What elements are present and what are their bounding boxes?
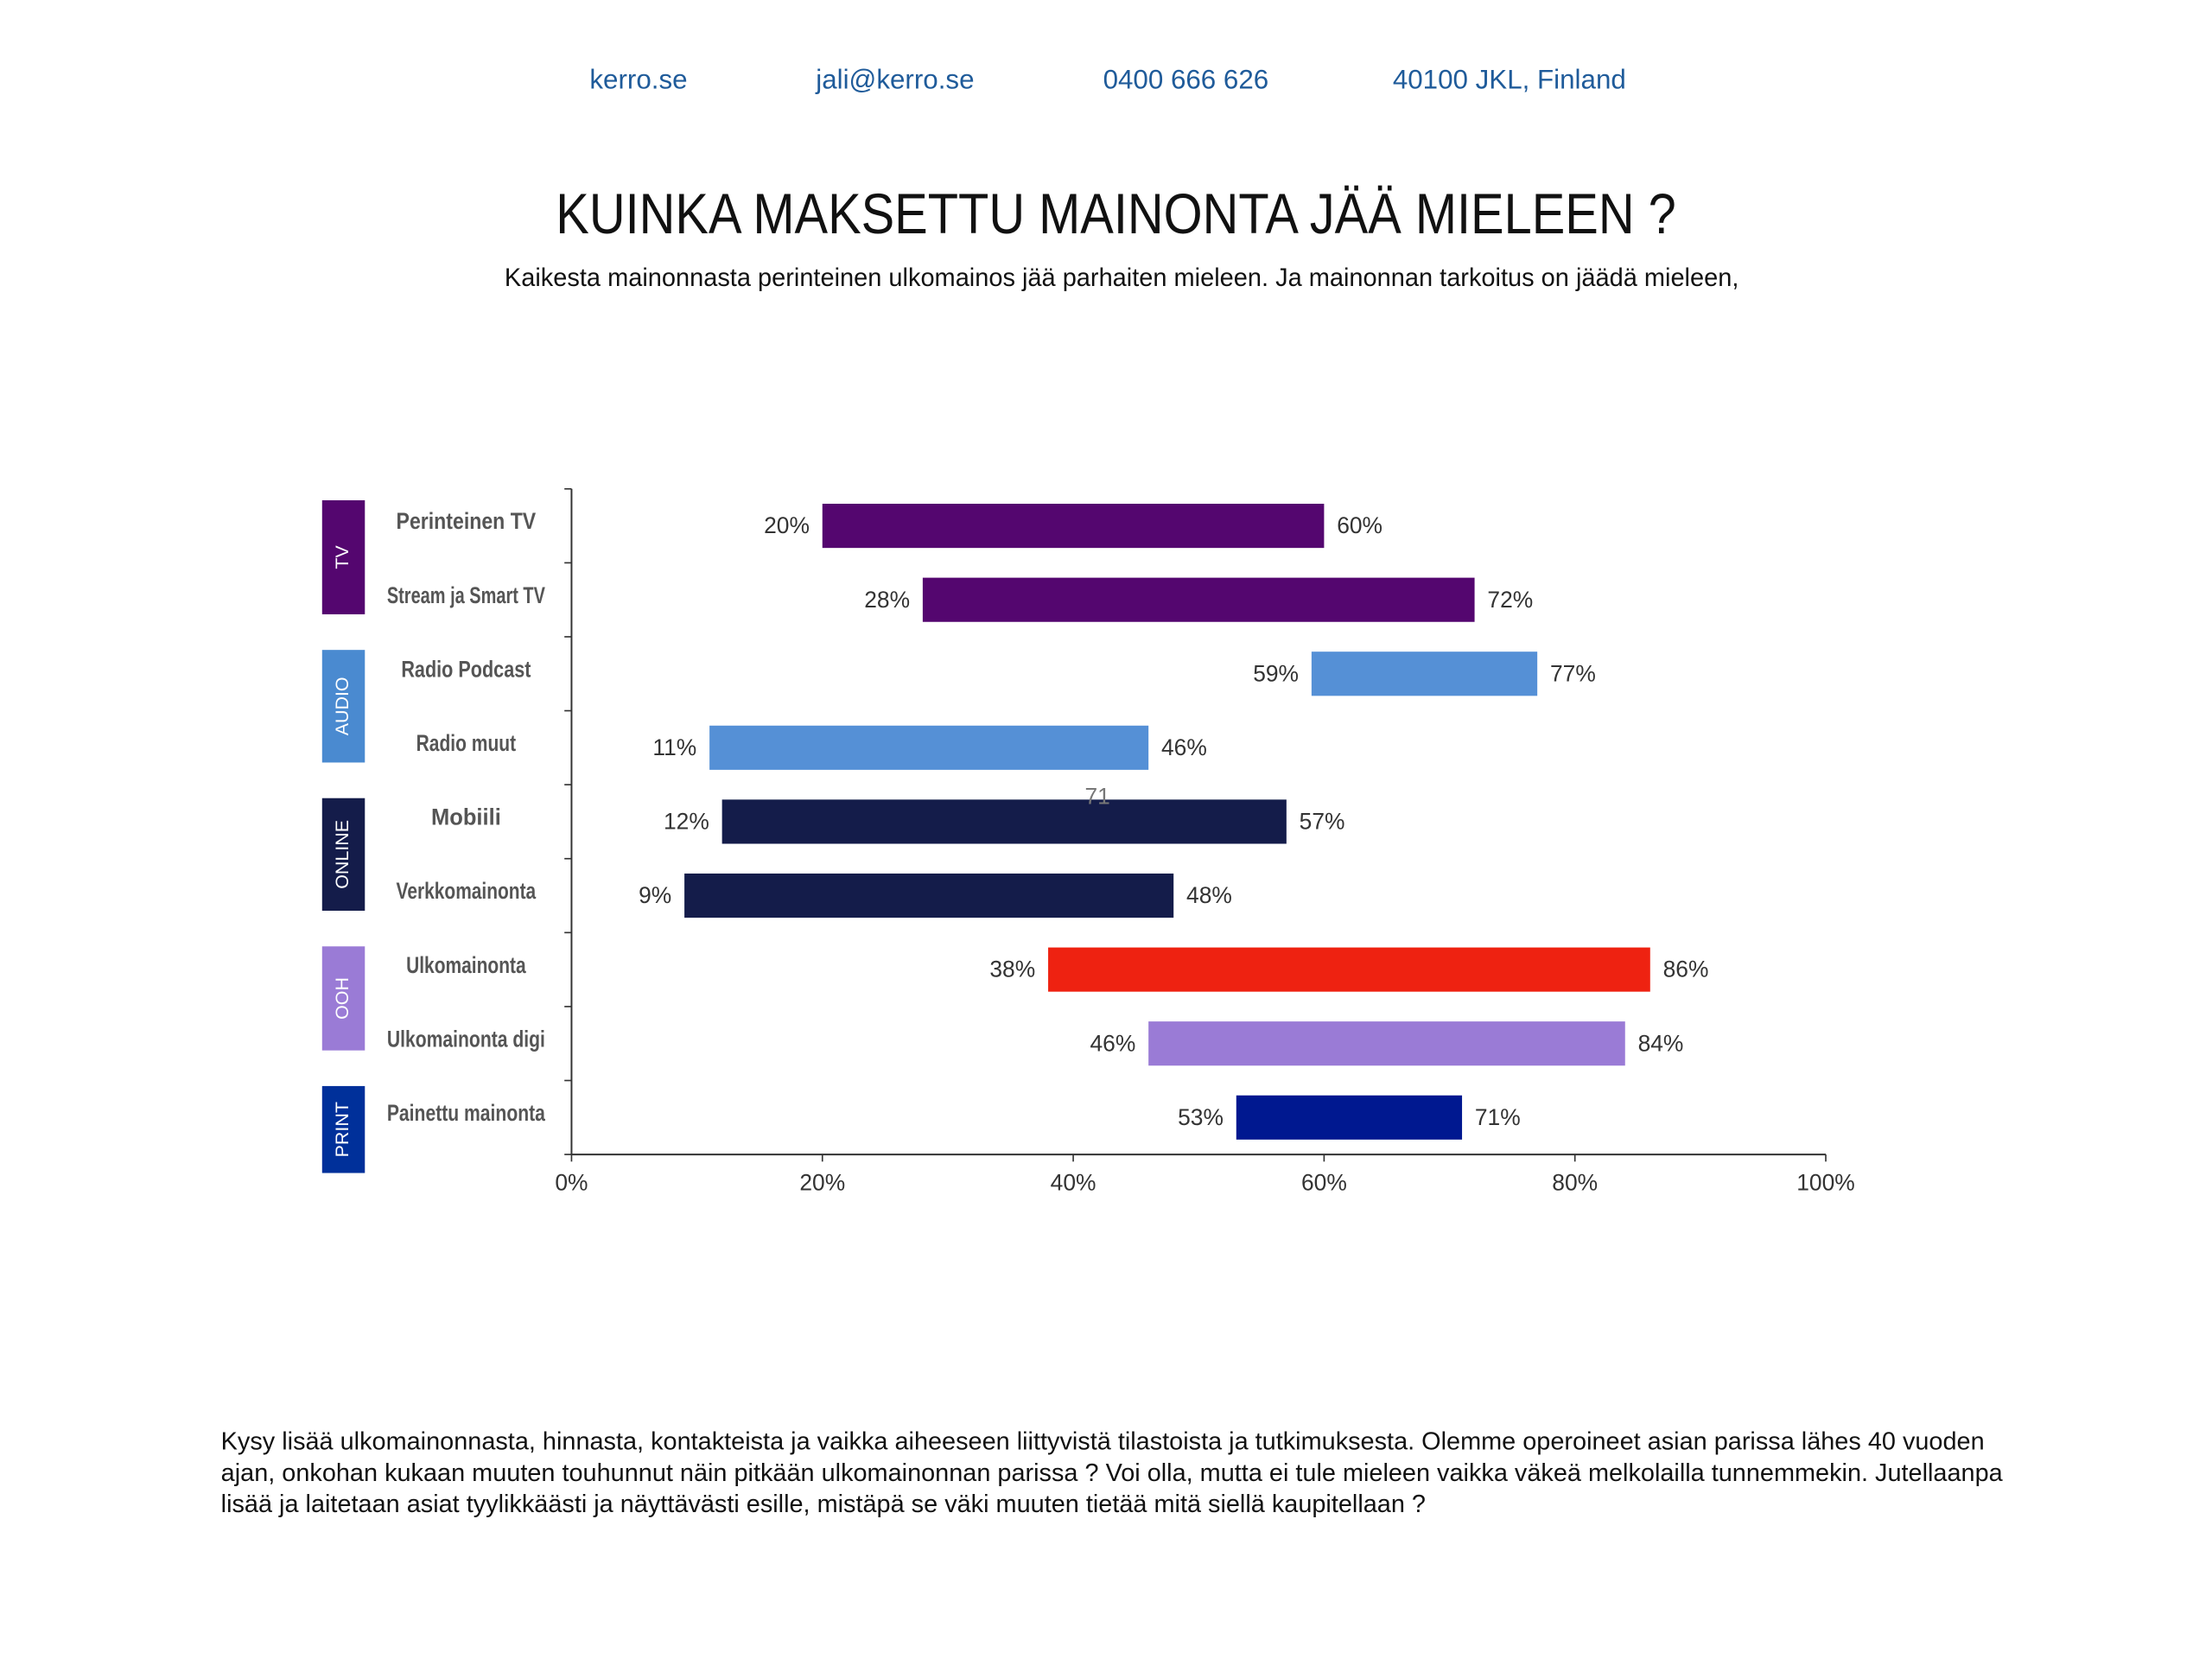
bar (1048, 947, 1650, 992)
value-label: 57% (1300, 809, 1345, 835)
value-label: 77% (1550, 660, 1596, 686)
bar (1148, 1021, 1625, 1066)
category-label: Verkkomainonta (397, 878, 537, 904)
value-label: 9% (639, 882, 671, 908)
x-tick-label: 0% (555, 1170, 588, 1196)
category-label: Radio muut (416, 730, 517, 756)
category-label: Perinteinen TV (397, 508, 537, 534)
group-box (321, 499, 365, 614)
category-label: Stream ja Smart TV (387, 582, 545, 608)
bar (922, 577, 1475, 622)
value-label: 38% (989, 957, 1035, 982)
category-label: Mobiili (431, 804, 501, 830)
value-label: 59% (1253, 660, 1299, 686)
category-label: Ulkomainonta digi (387, 1026, 545, 1052)
value-label: 86% (1663, 957, 1709, 982)
value-label: 28% (864, 587, 910, 613)
value-label: 72% (1487, 587, 1533, 613)
group-label: TV (332, 545, 353, 569)
value-label: 60% (1337, 512, 1382, 538)
group-box (321, 1085, 365, 1173)
category-label: Painettu mainonta (387, 1100, 545, 1126)
x-tick-label: 40% (1051, 1170, 1096, 1196)
group-label: OOH (332, 977, 353, 1020)
value-label: 71% (1475, 1104, 1521, 1130)
contact[interactable]: 0400 666 626 (1103, 64, 1269, 94)
group-box (321, 946, 365, 1051)
contact[interactable]: 40100 JKL, Finland (1393, 64, 1626, 94)
value-label: 20% (764, 512, 810, 538)
contact[interactable]: jali@kerro.se (815, 64, 974, 94)
footer-text: Kysy lisää ulkomainonnasta, hinnasta, ko… (220, 1427, 2003, 1518)
category-label: Radio Podcast (401, 656, 531, 682)
contact[interactable]: kerro.se (589, 64, 687, 94)
bar (684, 873, 1174, 918)
value-label: 11% (652, 734, 696, 760)
value-label: 46% (1161, 734, 1207, 760)
value-label: 84% (1638, 1030, 1684, 1056)
value-label: 12% (664, 809, 709, 835)
bar (1311, 652, 1538, 696)
x-tick-label: 60% (1301, 1170, 1347, 1196)
chart-title: KUINKA MAKSETTU MAINONTA JÄÄ MIELEEN ? (556, 181, 1676, 245)
bar (721, 799, 1287, 844)
x-tick-label: 100% (1796, 1170, 1854, 1196)
bar (822, 504, 1325, 549)
group-label: AUDIO (332, 677, 353, 735)
group-box (321, 650, 365, 763)
bar (709, 725, 1149, 770)
category-label: Ulkomainonta (406, 952, 526, 978)
chart-subtitle: Kaikesta mainonnasta perinteinen ulkomai… (505, 264, 1738, 292)
value-label: 46% (1090, 1030, 1136, 1056)
group-label: ONLINE (332, 820, 353, 889)
x-tick-label: 20% (799, 1170, 845, 1196)
group-box (321, 798, 365, 912)
annotation: 71 (1084, 784, 1109, 810)
bar (1236, 1095, 1463, 1140)
x-tick-label: 80% (1552, 1170, 1598, 1196)
value-label: 48% (1186, 882, 1232, 908)
value-label: 53% (1178, 1104, 1224, 1130)
group-label: PRINT (332, 1102, 353, 1157)
